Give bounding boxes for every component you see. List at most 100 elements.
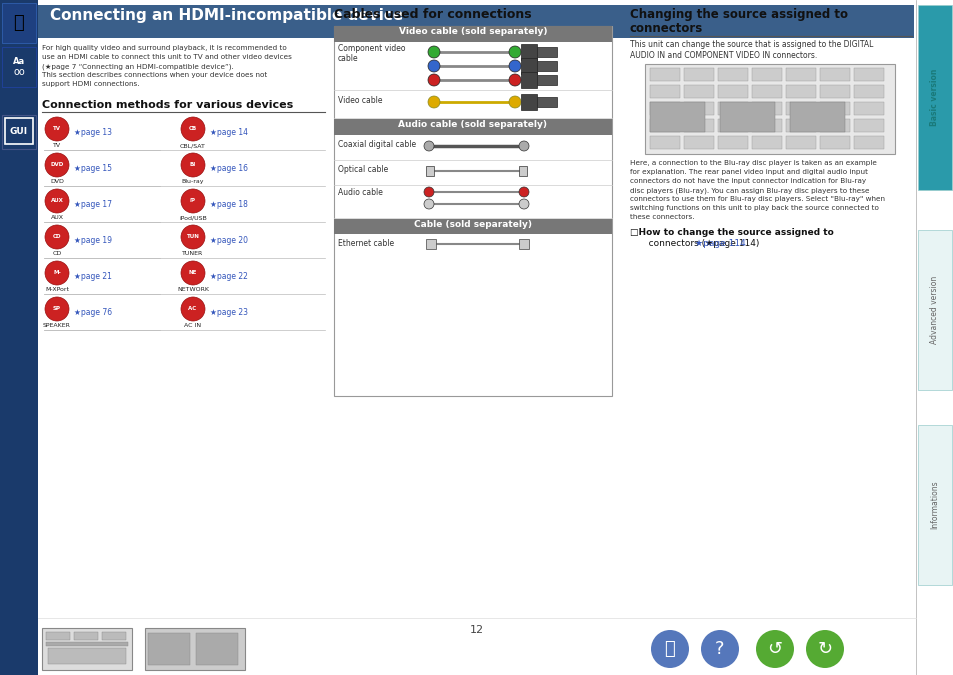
FancyBboxPatch shape bbox=[789, 102, 844, 132]
Text: 📖: 📖 bbox=[664, 640, 675, 658]
Text: AC: AC bbox=[188, 306, 198, 311]
Text: connectors to use them for Blu-ray disc players. Select "Blu-ray" when: connectors to use them for Blu-ray disc … bbox=[629, 196, 884, 202]
FancyBboxPatch shape bbox=[853, 85, 883, 98]
Text: ↻: ↻ bbox=[817, 640, 832, 658]
FancyBboxPatch shape bbox=[649, 85, 679, 98]
Circle shape bbox=[518, 199, 529, 209]
Circle shape bbox=[428, 46, 439, 58]
Text: ★page 19: ★page 19 bbox=[74, 236, 112, 245]
Circle shape bbox=[509, 46, 520, 58]
Text: 12: 12 bbox=[470, 625, 483, 635]
Text: For high quality video and surround playback, it is recommended to: For high quality video and surround play… bbox=[42, 45, 287, 51]
Text: ★page 23: ★page 23 bbox=[210, 308, 248, 317]
Text: disc players (Blu-ray). You can assign Blu-ray disc players to these: disc players (Blu-ray). You can assign B… bbox=[629, 187, 868, 194]
FancyBboxPatch shape bbox=[718, 136, 747, 149]
FancyBboxPatch shape bbox=[683, 119, 713, 132]
FancyBboxPatch shape bbox=[915, 0, 953, 675]
Text: switching functions on this unit to play back the source connected to: switching functions on this unit to play… bbox=[629, 205, 878, 211]
Circle shape bbox=[181, 189, 205, 213]
Circle shape bbox=[45, 117, 69, 141]
FancyBboxPatch shape bbox=[785, 68, 815, 81]
Circle shape bbox=[181, 117, 205, 141]
FancyBboxPatch shape bbox=[649, 102, 704, 132]
Text: these connectors.: these connectors. bbox=[629, 214, 694, 220]
Text: oo: oo bbox=[13, 67, 25, 77]
Circle shape bbox=[181, 297, 205, 321]
Circle shape bbox=[700, 630, 739, 668]
FancyBboxPatch shape bbox=[718, 68, 747, 81]
FancyBboxPatch shape bbox=[820, 136, 849, 149]
FancyBboxPatch shape bbox=[917, 5, 951, 190]
FancyBboxPatch shape bbox=[537, 61, 557, 71]
Text: connectors (★page 114): connectors (★page 114) bbox=[639, 239, 759, 248]
Circle shape bbox=[428, 96, 439, 108]
FancyBboxPatch shape bbox=[720, 102, 774, 132]
FancyBboxPatch shape bbox=[48, 648, 126, 664]
Text: ★page 16: ★page 16 bbox=[210, 164, 248, 173]
Text: Component video
cable: Component video cable bbox=[337, 44, 405, 63]
Text: AUDIO IN and COMPONENT VIDEO IN connectors.: AUDIO IN and COMPONENT VIDEO IN connecto… bbox=[629, 51, 817, 60]
FancyBboxPatch shape bbox=[853, 102, 883, 115]
Text: DVD: DVD bbox=[51, 163, 64, 167]
Circle shape bbox=[755, 630, 793, 668]
Circle shape bbox=[428, 74, 439, 86]
Text: Video cable (sold separately): Video cable (sold separately) bbox=[398, 27, 547, 36]
FancyBboxPatch shape bbox=[426, 239, 436, 249]
FancyBboxPatch shape bbox=[683, 102, 713, 115]
Text: Cables used for connections: Cables used for connections bbox=[334, 8, 531, 21]
Text: M-XPort: M-XPort bbox=[45, 287, 69, 292]
Text: Connection methods for various devices: Connection methods for various devices bbox=[42, 100, 293, 110]
Text: □How to change the source assigned to: □How to change the source assigned to bbox=[629, 228, 833, 237]
Text: Here, a connection to the Blu-ray disc player is taken as an example: Here, a connection to the Blu-ray disc p… bbox=[629, 160, 876, 166]
Text: ?: ? bbox=[715, 640, 724, 658]
FancyBboxPatch shape bbox=[520, 44, 537, 60]
Circle shape bbox=[45, 153, 69, 177]
Circle shape bbox=[45, 297, 69, 321]
FancyBboxPatch shape bbox=[42, 628, 132, 670]
Text: ★page 20: ★page 20 bbox=[210, 236, 248, 245]
Text: connectors do not have the input connector indication for Blu-ray: connectors do not have the input connect… bbox=[629, 178, 865, 184]
Text: AUX: AUX bbox=[51, 198, 63, 203]
FancyBboxPatch shape bbox=[537, 75, 557, 85]
FancyBboxPatch shape bbox=[520, 72, 537, 88]
Text: ★page 76: ★page 76 bbox=[74, 308, 112, 317]
FancyBboxPatch shape bbox=[2, 115, 36, 149]
FancyBboxPatch shape bbox=[518, 239, 529, 249]
Circle shape bbox=[509, 74, 520, 86]
Text: This unit can change the source that is assigned to the DIGITAL: This unit can change the source that is … bbox=[629, 40, 872, 49]
FancyBboxPatch shape bbox=[683, 136, 713, 149]
Circle shape bbox=[428, 60, 439, 72]
Text: SP: SP bbox=[53, 306, 61, 311]
Text: Cable (sold separately): Cable (sold separately) bbox=[414, 220, 532, 229]
Text: CD: CD bbox=[52, 234, 61, 240]
FancyBboxPatch shape bbox=[537, 47, 557, 57]
FancyBboxPatch shape bbox=[751, 102, 781, 115]
FancyBboxPatch shape bbox=[334, 119, 612, 135]
FancyBboxPatch shape bbox=[46, 642, 128, 646]
FancyBboxPatch shape bbox=[644, 64, 894, 154]
Text: Basic version: Basic version bbox=[929, 69, 939, 126]
FancyBboxPatch shape bbox=[751, 136, 781, 149]
FancyBboxPatch shape bbox=[2, 47, 36, 87]
Text: ★page 114: ★page 114 bbox=[695, 239, 745, 248]
Text: DVD: DVD bbox=[50, 179, 64, 184]
Circle shape bbox=[805, 630, 843, 668]
FancyBboxPatch shape bbox=[820, 85, 849, 98]
FancyBboxPatch shape bbox=[718, 102, 747, 115]
FancyBboxPatch shape bbox=[0, 0, 38, 675]
Circle shape bbox=[650, 630, 688, 668]
Text: NE: NE bbox=[189, 271, 197, 275]
FancyBboxPatch shape bbox=[853, 119, 883, 132]
Text: 📖: 📖 bbox=[13, 14, 25, 32]
Text: iP: iP bbox=[190, 198, 195, 203]
Text: Changing the source assigned to: Changing the source assigned to bbox=[629, 8, 847, 21]
FancyBboxPatch shape bbox=[820, 68, 849, 81]
Text: TV: TV bbox=[52, 143, 61, 148]
FancyBboxPatch shape bbox=[917, 230, 951, 390]
FancyBboxPatch shape bbox=[683, 85, 713, 98]
Circle shape bbox=[45, 261, 69, 285]
FancyBboxPatch shape bbox=[751, 85, 781, 98]
Text: ★page 21: ★page 21 bbox=[74, 272, 112, 281]
Text: Informations: Informations bbox=[929, 481, 939, 529]
Text: SPEAKER: SPEAKER bbox=[43, 323, 71, 328]
